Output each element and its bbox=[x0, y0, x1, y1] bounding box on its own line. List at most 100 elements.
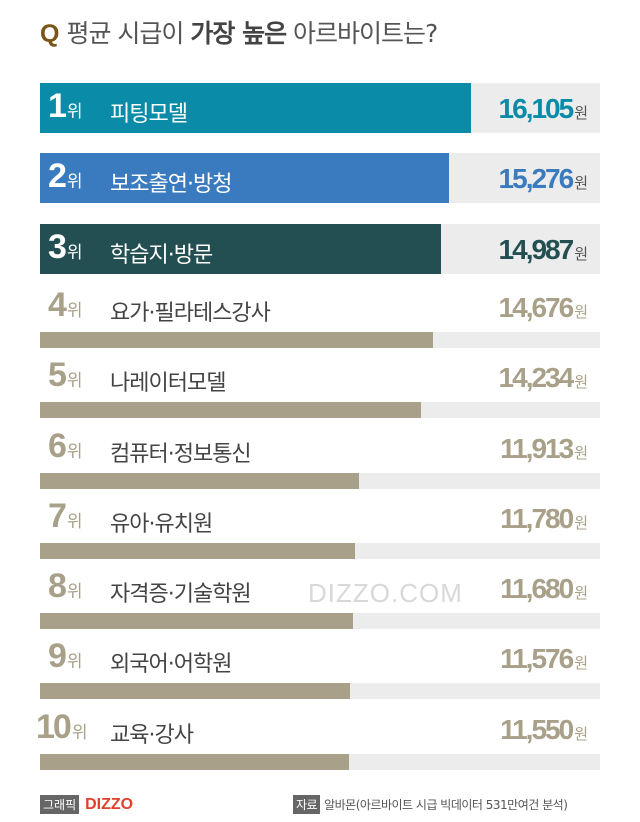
value-label: 14,987 원 bbox=[499, 234, 588, 266]
value-number: 14,987 bbox=[498, 233, 575, 265]
value-number: 11,576 bbox=[500, 643, 574, 675]
rank-suffix: 위 bbox=[66, 102, 83, 122]
value-label: 11,576 원 bbox=[500, 643, 588, 675]
bar-track bbox=[40, 83, 600, 133]
value-unit: 원 bbox=[574, 584, 588, 603]
bar-row: 8 위 자격증·기술학원 11,680 원 bbox=[40, 567, 600, 645]
value-label: 11,550 원 bbox=[500, 714, 588, 746]
value-unit: 원 bbox=[574, 302, 588, 321]
value-number: 11,913 bbox=[500, 432, 574, 464]
value-unit: 원 bbox=[574, 373, 588, 392]
dizzo-logo: DIZZO bbox=[85, 795, 134, 813]
value-label: 11,913 원 bbox=[500, 433, 588, 465]
category-label: 외국어·어학원 bbox=[110, 652, 232, 678]
rank-suffix: 위 bbox=[66, 582, 83, 603]
bar-row: 10 위 교육·강사 11,550 원 bbox=[36, 708, 600, 786]
value-label: 14,676 원 bbox=[499, 292, 588, 324]
value-number: 16,105 bbox=[498, 93, 575, 124]
category-label: 피팅모델 bbox=[110, 102, 188, 127]
value-unit: 원 bbox=[574, 724, 588, 743]
rank-suffix: 위 bbox=[66, 172, 83, 193]
bar-track bbox=[40, 153, 600, 204]
category-label: 유아·유치원 bbox=[110, 511, 213, 537]
value-label: 11,780 원 bbox=[500, 503, 588, 535]
rank-suffix: 위 bbox=[66, 441, 83, 462]
bar-row: 1 위 피팅모델 16,105 원 bbox=[40, 83, 600, 153]
chart-title: Q 평균 시급이 가장 높은 아르바이트는? bbox=[40, 14, 438, 50]
bar-row: 5 위 나레이터모델 14,234 원 bbox=[40, 356, 600, 434]
value-number: 15,276 bbox=[498, 163, 575, 195]
q-mark: Q bbox=[40, 20, 59, 48]
rank-suffix: 위 bbox=[66, 242, 83, 263]
bar-track bbox=[40, 542, 600, 559]
category-label: 학습지·방문 bbox=[110, 242, 213, 268]
bar bbox=[40, 223, 441, 274]
bar-track bbox=[40, 402, 600, 419]
source-text: 알바몬(아르바이트 시급 빅데이터 531만여건 분석) bbox=[324, 798, 568, 812]
bar bbox=[40, 683, 350, 700]
bar-row: 9 위 외국어·어학원 11,576 원 bbox=[40, 637, 600, 715]
category-label: 나레이터모델 bbox=[110, 371, 226, 397]
value-number: 11,680 bbox=[500, 573, 574, 605]
value-label: 15,276 원 bbox=[499, 163, 588, 195]
bar bbox=[40, 753, 349, 770]
value-number: 14,234 bbox=[498, 362, 575, 394]
bar-row: 2 위 보조출연·방청 15,276 원 bbox=[40, 153, 600, 223]
rank-suffix: 위 bbox=[66, 652, 83, 673]
category-label: 컴퓨터·정보통신 bbox=[110, 441, 252, 467]
category-label: 자격증·기술학원 bbox=[110, 582, 252, 608]
rank-number: 5 bbox=[48, 356, 67, 395]
bar bbox=[40, 402, 421, 419]
value-number: 14,676 bbox=[498, 291, 575, 323]
bar bbox=[40, 472, 359, 489]
value-number: 11,550 bbox=[500, 713, 574, 745]
rank-number: 7 bbox=[48, 496, 67, 535]
rank-number: 4 bbox=[48, 285, 67, 324]
value-label: 16,105 원 bbox=[499, 93, 588, 125]
value-unit: 원 bbox=[574, 174, 588, 193]
footer-credit: 그래픽 DIZZO bbox=[40, 795, 133, 814]
source-tag: 자료 bbox=[293, 795, 321, 814]
category-label: 교육·강사 bbox=[110, 722, 194, 748]
footer-source: 자료 알바몬(아르바이트 시급 빅데이터 531만여건 분석) bbox=[293, 795, 568, 814]
bar-row: 4 위 요가·필라테스강사 14,676 원 bbox=[40, 286, 600, 364]
value-unit: 원 bbox=[574, 443, 588, 462]
bar bbox=[40, 331, 433, 348]
watermark: DIZZO.COM bbox=[308, 578, 463, 608]
bar bbox=[40, 153, 449, 204]
value-number: 11,780 bbox=[500, 502, 574, 534]
rank-suffix: 위 bbox=[71, 722, 88, 743]
rank-number: 3 bbox=[48, 227, 67, 266]
bar-row: 3 위 학습지·방문 14,987 원 bbox=[40, 223, 600, 294]
bar-track bbox=[40, 331, 600, 348]
bar-row: 7 위 유아·유치원 11,780 원 bbox=[40, 497, 600, 575]
title-post: 아르바이트는? bbox=[286, 19, 438, 48]
title-bold: 가장 높은 bbox=[190, 19, 287, 48]
category-label: 보조출연·방청 bbox=[110, 172, 232, 198]
rank-label: 10 위 bbox=[36, 708, 87, 747]
value-unit: 원 bbox=[574, 244, 588, 263]
rank-number: 9 bbox=[48, 637, 67, 676]
category-label: 요가·필라테스강사 bbox=[110, 300, 271, 326]
bar-track bbox=[40, 613, 600, 630]
rank-number: 2 bbox=[48, 157, 67, 196]
value-unit: 원 bbox=[574, 104, 588, 122]
bar-row: 6 위 컴퓨터·정보통신 11,913 원 bbox=[40, 427, 600, 505]
bar-track bbox=[40, 683, 600, 700]
graphic-tag: 그래픽 bbox=[40, 795, 80, 814]
rank-suffix: 위 bbox=[66, 300, 83, 321]
rank-suffix: 위 bbox=[66, 371, 83, 392]
rank-suffix: 위 bbox=[66, 511, 83, 532]
value-unit: 원 bbox=[574, 654, 588, 673]
title-pre: 평균 시급이 bbox=[66, 19, 191, 48]
bar-track bbox=[40, 753, 600, 770]
